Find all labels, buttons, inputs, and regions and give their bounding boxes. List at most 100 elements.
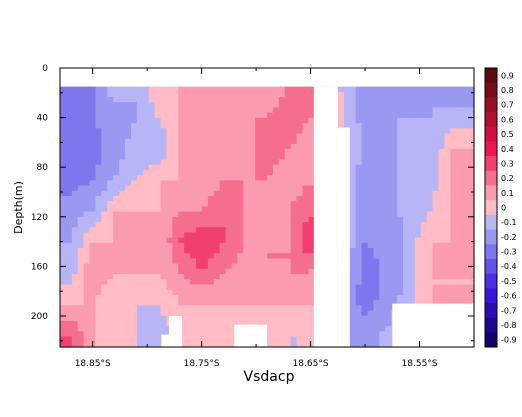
heat-cell	[456, 232, 463, 239]
heat-cell	[95, 326, 102, 332]
heat-cell	[355, 294, 363, 301]
heat-cell	[408, 258, 416, 265]
heat-cell	[219, 237, 227, 244]
heat-cell	[95, 222, 102, 228]
heat-cell	[77, 305, 85, 312]
heat-cell	[89, 190, 97, 197]
heat-cell	[154, 331, 162, 338]
heat-cell	[414, 154, 422, 161]
heat-cell	[172, 190, 179, 197]
heat-cell	[65, 201, 73, 207]
heat-cell	[438, 227, 446, 234]
heat-cell	[438, 237, 446, 244]
heat-cell	[160, 138, 168, 145]
heat-cell	[166, 149, 173, 155]
colorbar-label: -0.7	[501, 306, 517, 315]
heat-cell	[83, 268, 91, 275]
heat-cell	[196, 263, 203, 270]
heat-cell	[272, 248, 280, 254]
heat-cell	[308, 263, 315, 270]
heat-cell	[101, 185, 108, 192]
heat-cell	[391, 154, 398, 161]
heat-cell	[255, 320, 262, 327]
heat-cell	[468, 248, 475, 254]
heat-cell	[83, 86, 91, 93]
heat-cell	[426, 216, 434, 223]
heat-cell	[154, 294, 162, 301]
heat-cell	[403, 86, 410, 93]
heat-cell	[95, 143, 102, 150]
heat-cell	[408, 112, 416, 119]
colorbar-swatch	[485, 141, 497, 157]
heat-cell	[77, 242, 85, 249]
heat-cell	[349, 305, 357, 312]
heat-cell	[154, 274, 162, 280]
heat-cell	[213, 143, 221, 150]
heat-cell	[438, 112, 446, 119]
heat-cell	[71, 112, 79, 119]
heat-cell	[267, 242, 274, 249]
heat-cell	[302, 326, 309, 332]
heat-cell	[408, 206, 416, 213]
heat-cell	[355, 279, 363, 286]
heat-cell	[261, 195, 268, 202]
heat-cell	[379, 107, 386, 114]
heat-cell	[414, 206, 422, 213]
heat-cell	[290, 206, 298, 213]
heat-cell	[444, 258, 451, 265]
heat-cell	[408, 222, 416, 228]
heat-cell	[361, 211, 369, 218]
heat-cell	[119, 154, 126, 161]
heat-cell	[89, 91, 97, 98]
heat-cell	[249, 195, 256, 202]
heat-cell	[60, 133, 67, 140]
heat-cell	[267, 123, 274, 129]
heat-cell	[207, 133, 215, 140]
heat-cell	[243, 138, 250, 145]
heat-cell	[397, 185, 404, 192]
heat-cell	[178, 107, 185, 114]
heat-cell	[456, 117, 463, 124]
heat-cell	[225, 222, 233, 228]
heat-cell	[95, 201, 102, 207]
heat-cell	[373, 91, 380, 98]
heat-cell	[438, 294, 446, 301]
heat-cell	[154, 86, 162, 93]
heat-cell	[420, 242, 428, 249]
heat-cell	[190, 86, 197, 93]
heat-cell	[355, 216, 363, 223]
heat-cell	[361, 279, 369, 286]
heat-cell	[403, 164, 410, 171]
heat-cell	[190, 164, 197, 171]
heat-cell	[148, 128, 156, 135]
heat-cell	[462, 180, 469, 187]
heat-cell	[420, 180, 428, 187]
heat-cell	[367, 195, 375, 202]
heat-cell	[302, 97, 309, 103]
heat-cell	[196, 164, 203, 171]
heat-cell	[361, 190, 369, 197]
heat-cell	[249, 164, 256, 171]
heat-cell	[207, 216, 215, 223]
heat-cell	[196, 112, 203, 119]
heat-cell	[148, 284, 156, 291]
heat-cell	[95, 258, 102, 265]
heat-cell	[107, 315, 114, 322]
heat-cell	[101, 268, 108, 275]
heat-cell	[107, 128, 114, 135]
heat-cell	[397, 128, 404, 135]
heat-cell	[119, 175, 126, 181]
heat-cell	[148, 86, 156, 93]
heat-cell	[367, 305, 375, 312]
heat-cell	[397, 175, 404, 181]
heat-cell	[385, 175, 392, 181]
heat-cell	[77, 336, 85, 343]
heat-cell	[225, 274, 233, 280]
heat-cell	[267, 263, 274, 270]
heat-cell	[113, 102, 120, 109]
heat-cell	[101, 180, 108, 187]
heat-cell	[302, 263, 309, 270]
heat-cell	[243, 294, 250, 301]
heat-cell	[462, 222, 469, 228]
heat-cell	[201, 159, 209, 166]
